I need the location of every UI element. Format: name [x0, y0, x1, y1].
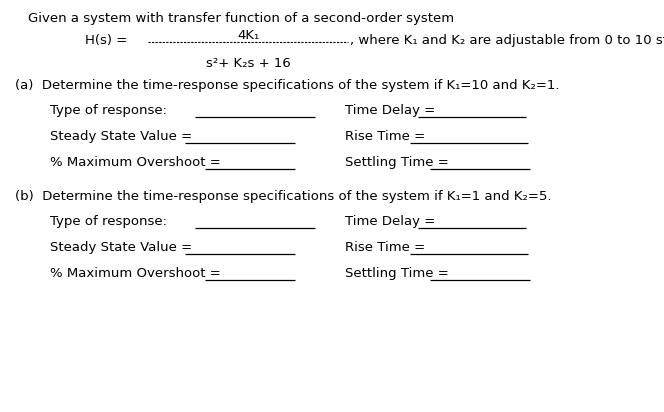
Text: Settling Time =: Settling Time = [345, 267, 453, 280]
Text: (a)  Determine the time-response specifications of the system if K₁=10 and K₂=1.: (a) Determine the time-response specific… [15, 79, 560, 92]
Text: Steady State Value =: Steady State Value = [50, 130, 197, 143]
Text: Time Delay =: Time Delay = [345, 215, 440, 228]
Text: Given a system with transfer function of a second-order system: Given a system with transfer function of… [28, 12, 454, 25]
Text: % Maximum Overshoot =: % Maximum Overshoot = [50, 267, 225, 280]
Text: Rise Time =: Rise Time = [345, 241, 430, 254]
Text: Steady State Value =: Steady State Value = [50, 241, 197, 254]
Text: s²+ K₂s + 16: s²+ K₂s + 16 [206, 57, 290, 70]
Text: Rise Time =: Rise Time = [345, 130, 430, 143]
Text: Settling Time =: Settling Time = [345, 156, 453, 169]
Text: % Maximum Overshoot =: % Maximum Overshoot = [50, 156, 225, 169]
Text: (b)  Determine the time-response specifications of the system if K₁=1 and K₂=5.: (b) Determine the time-response specific… [15, 190, 552, 203]
Text: 4K₁: 4K₁ [237, 29, 259, 42]
Text: Time Delay =: Time Delay = [345, 104, 440, 117]
Text: Type of response:: Type of response: [50, 215, 171, 228]
Text: Type of response:: Type of response: [50, 104, 171, 117]
Text: H(s) =: H(s) = [85, 33, 131, 47]
Text: , where K₁ and K₂ are adjustable from 0 to 10 steps of 0.2: , where K₁ and K₂ are adjustable from 0 … [350, 33, 664, 47]
